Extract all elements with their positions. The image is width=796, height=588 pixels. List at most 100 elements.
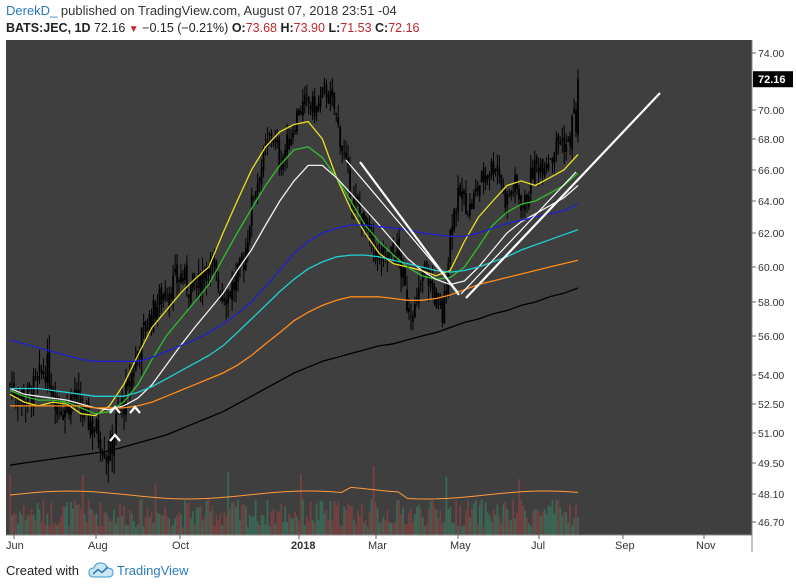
volume-bar (290, 518, 292, 535)
volume-bar (382, 516, 385, 535)
tradingview-brand-link[interactable]: TradingView (117, 563, 189, 578)
candle-body (358, 203, 361, 213)
volume-bar (185, 503, 188, 535)
candle-body (417, 287, 420, 303)
candle-body (91, 419, 94, 434)
volume-bar (502, 504, 505, 535)
volume-bar (158, 513, 161, 535)
candle-body (174, 268, 176, 273)
volume-bar (388, 521, 391, 535)
high-label: H: (280, 21, 294, 35)
volume-bar (235, 507, 237, 535)
volume-bar (522, 505, 524, 535)
time-tick-label: May (450, 540, 471, 552)
volume-bar (406, 523, 408, 535)
volume-bar (368, 511, 371, 535)
candle-body (233, 281, 235, 290)
price-axis[interactable]: 74.00 70.00 68.00 66.00 64.00 62.00 60.00 58.00… (752, 48, 793, 529)
volume-bar (121, 516, 123, 535)
candle-body (256, 182, 259, 193)
volume-bar (449, 506, 452, 535)
candle-body (345, 152, 347, 158)
volume-bar (362, 522, 365, 535)
candle-body (294, 130, 296, 132)
volume-bar (527, 523, 530, 535)
volume-bar (494, 514, 497, 535)
volume-bar (201, 520, 204, 535)
candle-body (134, 354, 137, 370)
volume-bar (341, 525, 344, 535)
price-tick-label: 68.00 (758, 134, 784, 146)
volume-layer (9, 465, 579, 535)
price-tick-label: 46.70 (758, 517, 784, 529)
volume-bar (176, 515, 178, 535)
candle-body (107, 456, 110, 464)
volume-bar (213, 525, 216, 535)
volume-bar (160, 514, 163, 535)
candle-body (445, 291, 448, 296)
volume-bar (87, 500, 90, 535)
candle-body (555, 137, 558, 155)
candle-body (488, 174, 491, 178)
moving-average-line (10, 259, 579, 409)
candle-body (130, 373, 133, 393)
candle-body (93, 429, 96, 432)
created-with-text: Created with (6, 563, 79, 578)
candle-body (551, 158, 554, 163)
candle-body (474, 188, 477, 192)
volume-bar (545, 513, 548, 535)
candle-body (288, 138, 290, 150)
volume-bar (299, 473, 302, 535)
tradingview-cloud-icon[interactable] (88, 561, 114, 579)
volume-bar (484, 502, 487, 535)
candle-body (303, 95, 306, 105)
candle-body (565, 143, 568, 152)
candle-body (480, 171, 483, 183)
volume-bar (16, 523, 19, 535)
volume-bar (573, 518, 575, 535)
candle-body (24, 401, 27, 407)
candle-body (62, 415, 64, 421)
volume-bar (282, 522, 285, 535)
volume-bar (427, 508, 430, 535)
volume-bar (476, 523, 479, 535)
candle-body (113, 437, 116, 457)
candle-body (392, 241, 395, 254)
volume-bar (266, 499, 269, 535)
candle-body (553, 152, 556, 163)
price-tick-label: 60.00 (758, 262, 784, 274)
volume-bar (423, 526, 426, 535)
candle-body (22, 389, 25, 405)
candle-body (531, 167, 534, 180)
volume-bar (376, 508, 379, 535)
candle-body (524, 195, 526, 210)
time-tick-label: Oct (172, 540, 189, 552)
candle-body (421, 268, 424, 281)
time-tick-label: Aug (88, 540, 108, 552)
price-tick-label: 48.10 (758, 489, 784, 501)
candle-body (453, 208, 456, 230)
candle-body (284, 150, 287, 159)
time-tick-label: 2018 (291, 540, 315, 552)
price-chart[interactable]: 74.00 70.00 68.00 66.00 64.00 62.00 60.00 58.00… (6, 40, 796, 552)
volume-bar (178, 510, 180, 535)
volume-bar (539, 516, 542, 535)
author-link[interactable]: DerekD_ (6, 3, 58, 18)
volume-bar (317, 519, 320, 535)
time-axis[interactable]: Jun Aug Oct 2018 Mar May Jul Sep Nov (6, 535, 716, 552)
candle-body (559, 141, 562, 145)
volume-bar (62, 505, 64, 535)
candle-body (486, 175, 489, 180)
candle-body (182, 277, 184, 282)
volume-bar (292, 519, 294, 535)
candle-body (239, 257, 241, 267)
volume-bar (113, 509, 116, 535)
candle-body (148, 313, 151, 334)
volume-bar (301, 499, 304, 535)
volume-bar (13, 513, 15, 535)
volume-bar (11, 515, 13, 535)
quote-line: BATS:JEC, 1D 72.16 ▼ −0.15 (−0.21%) O:73… (6, 21, 420, 35)
candle-body (327, 94, 330, 104)
volume-bar (559, 507, 562, 535)
chevron-marker (109, 405, 121, 414)
